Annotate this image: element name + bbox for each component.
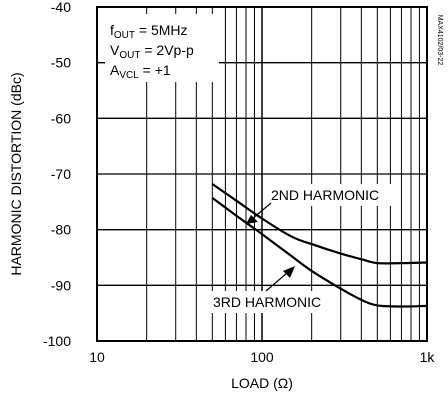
series-line-2nd-harmonic xyxy=(211,183,428,265)
series-label-3rd-harmonic: 3RD HARMONIC xyxy=(213,294,321,310)
condition-avcl: AVCL = +1 xyxy=(110,62,171,81)
pointer-arrow-3rd xyxy=(265,272,288,292)
x-tick-labels: 10 100 1k xyxy=(89,349,435,365)
y-tick-label: -80 xyxy=(51,222,71,238)
series-label-2nd-harmonic: 2ND HARMONIC xyxy=(271,187,379,203)
y-tick-label: -90 xyxy=(51,277,71,293)
y-tick-label: -40 xyxy=(51,0,71,15)
pointer-arrow-2nd xyxy=(251,202,272,220)
series-line-3rd-harmonic xyxy=(211,197,428,308)
y-tick-label: -100 xyxy=(43,333,71,349)
x-tick-label: 10 xyxy=(89,349,105,365)
arrow-head-3rd xyxy=(283,266,295,278)
condition-fout: fOUT = 5MHz xyxy=(110,22,188,41)
y-tick-labels: -40 -50 -60 -70 -80 -90 -100 xyxy=(43,0,71,349)
conditions-box xyxy=(105,14,219,82)
figure-code: MAX4102/03-22 xyxy=(436,15,443,66)
label-box-3rd xyxy=(209,291,337,313)
x-tick-label: 100 xyxy=(250,349,274,365)
label-box-2nd xyxy=(266,184,394,206)
y-tick-label: -60 xyxy=(51,110,71,126)
y-axis-label: HARMONIC DISTORTION (dBc) xyxy=(8,72,24,275)
y-tick-label: -50 xyxy=(51,55,71,71)
condition-vout: VOUT = 2Vp-p xyxy=(110,42,194,61)
y-tick-label: -70 xyxy=(51,166,71,182)
series-labels: 2ND HARMONIC 3RD HARMONIC xyxy=(209,184,394,313)
plot-frame xyxy=(96,6,428,342)
test-conditions: fOUT = 5MHz VOUT = 2Vp-p AVCL = +1 xyxy=(105,14,219,82)
series-curves xyxy=(211,183,428,308)
x-axis-label: LOAD (Ω) xyxy=(231,375,293,391)
x-tick-label: 1k xyxy=(420,349,436,365)
arrow-head-2nd xyxy=(246,215,258,224)
